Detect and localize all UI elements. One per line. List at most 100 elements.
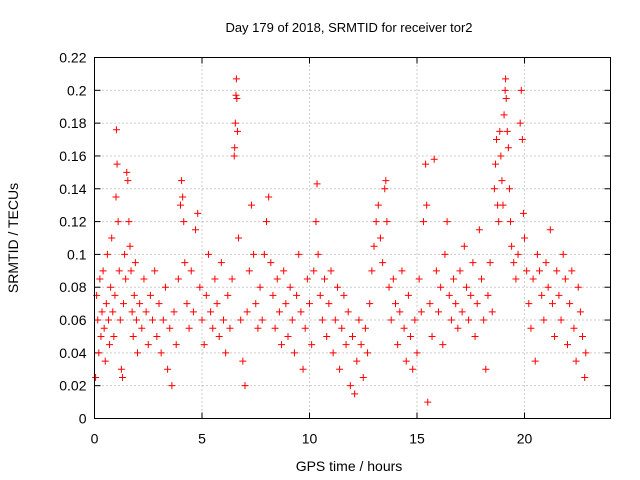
data-point xyxy=(411,316,419,324)
data-point xyxy=(498,177,506,185)
data-point xyxy=(207,308,215,316)
data-points xyxy=(92,75,590,406)
data-point xyxy=(548,300,556,308)
data-point xyxy=(443,218,451,226)
data-point xyxy=(308,341,316,349)
data-point xyxy=(189,308,197,316)
data-point xyxy=(161,283,169,291)
data-point xyxy=(514,250,522,258)
y-tick-label: 0.04 xyxy=(59,345,86,361)
data-point xyxy=(538,291,546,299)
data-point xyxy=(112,126,120,134)
data-point xyxy=(131,259,139,267)
data-point xyxy=(211,275,219,283)
data-point xyxy=(422,160,430,168)
data-point xyxy=(273,275,281,283)
data-point xyxy=(344,308,352,316)
data-point xyxy=(325,300,333,308)
data-point xyxy=(495,218,503,226)
data-point xyxy=(437,283,445,291)
data-point xyxy=(407,332,415,340)
data-point xyxy=(194,209,202,217)
data-point xyxy=(392,300,399,308)
data-point xyxy=(94,316,102,324)
data-point xyxy=(482,365,490,373)
data-point xyxy=(117,365,125,373)
data-point xyxy=(108,234,116,242)
data-point xyxy=(303,275,311,283)
data-point xyxy=(198,316,206,324)
data-point xyxy=(581,373,589,381)
data-point xyxy=(215,332,223,340)
data-point xyxy=(313,180,321,188)
data-point xyxy=(179,193,187,201)
data-point xyxy=(232,75,240,83)
data-point xyxy=(467,291,475,299)
data-point xyxy=(574,283,582,291)
data-point xyxy=(245,267,253,275)
data-point xyxy=(312,218,320,226)
data-point xyxy=(385,283,393,291)
data-point xyxy=(295,250,303,258)
data-point xyxy=(254,324,262,332)
data-point xyxy=(157,349,165,357)
data-point xyxy=(284,332,292,340)
data-point xyxy=(144,341,152,349)
y-tick-label: 0.08 xyxy=(59,279,86,295)
data-point xyxy=(351,390,359,398)
data-point xyxy=(220,316,227,324)
data-point xyxy=(503,127,511,135)
data-point xyxy=(286,283,294,291)
plot-frame xyxy=(94,57,611,419)
data-point xyxy=(491,160,499,168)
data-point xyxy=(138,324,146,332)
data-point xyxy=(110,332,118,340)
data-point xyxy=(233,95,241,103)
data-point xyxy=(123,168,131,176)
data-point xyxy=(329,349,337,357)
data-point xyxy=(465,316,473,324)
x-tick-label: 5 xyxy=(198,431,206,447)
data-point xyxy=(383,218,391,226)
data-point xyxy=(230,152,238,160)
data-point xyxy=(159,316,167,324)
data-point xyxy=(364,349,372,357)
y-axis-label: SRMTID / TECUs xyxy=(5,183,21,293)
data-point xyxy=(260,250,268,258)
data-point xyxy=(502,75,510,83)
data-point xyxy=(475,226,483,234)
data-point xyxy=(256,283,264,291)
data-point xyxy=(536,267,544,275)
y-tick-label: 0 xyxy=(79,411,87,427)
data-point xyxy=(342,341,350,349)
data-point xyxy=(507,218,515,226)
data-point xyxy=(168,382,176,390)
y-tick-label: 0.12 xyxy=(59,214,86,230)
data-point xyxy=(172,341,180,349)
data-point xyxy=(555,291,563,299)
chart-title: Day 179 of 2018, SRMTID for receiver tor… xyxy=(225,20,472,35)
data-point xyxy=(306,300,313,308)
data-point xyxy=(512,275,520,283)
y-tick-label: 0.22 xyxy=(59,50,86,66)
data-point xyxy=(415,275,423,283)
data-point xyxy=(576,308,584,316)
data-point xyxy=(529,275,537,283)
data-point xyxy=(353,357,361,365)
data-point xyxy=(508,242,516,250)
data-point xyxy=(368,267,376,275)
data-point xyxy=(387,316,395,324)
x-tick-label: 0 xyxy=(91,431,99,447)
data-point xyxy=(419,218,427,226)
data-point xyxy=(265,193,273,201)
data-point xyxy=(103,250,111,258)
data-point xyxy=(417,308,425,316)
data-point xyxy=(102,300,110,308)
data-point xyxy=(398,267,406,275)
data-point xyxy=(118,373,126,381)
data-point xyxy=(101,357,109,365)
data-point xyxy=(275,308,283,316)
data-point xyxy=(566,300,574,308)
data-point xyxy=(413,349,421,357)
data-point xyxy=(486,259,494,267)
